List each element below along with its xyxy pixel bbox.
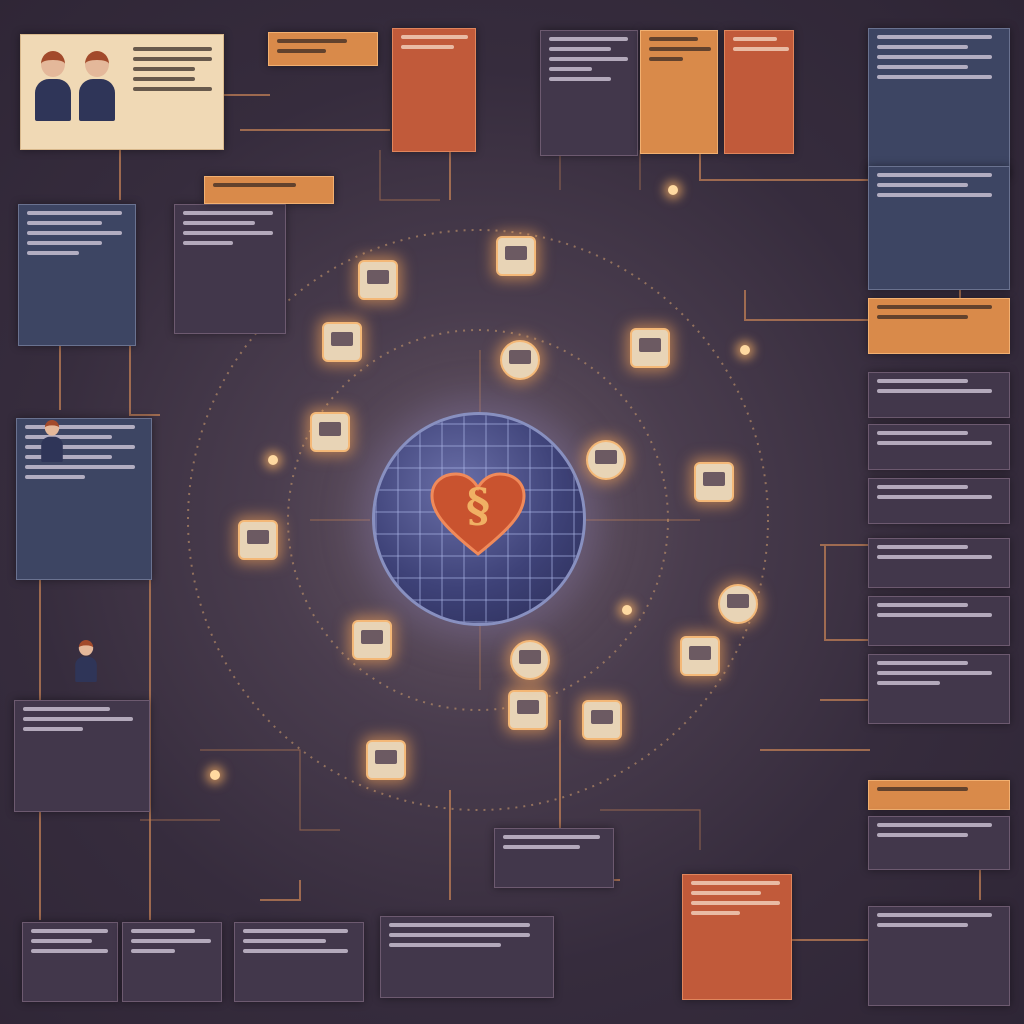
list-item <box>868 478 1010 524</box>
person-icon <box>77 51 117 121</box>
document-card <box>724 30 794 154</box>
app-window-icon <box>630 328 670 368</box>
app-window-icon <box>366 740 406 780</box>
header-tag <box>204 176 334 204</box>
text-panel <box>494 828 614 888</box>
document-card <box>392 28 476 152</box>
app-window-icon <box>680 636 720 676</box>
app-window-icon <box>582 700 622 740</box>
light-node <box>210 770 220 780</box>
profile-card <box>20 34 224 150</box>
app-window-icon <box>310 412 350 452</box>
header-tag <box>268 32 378 66</box>
text-panel <box>16 418 152 580</box>
text-panel <box>234 922 364 1002</box>
text-panel <box>868 298 1010 354</box>
app-window-icon <box>694 462 734 502</box>
text-panel <box>18 204 136 346</box>
light-node <box>740 345 750 355</box>
text-panel <box>640 30 718 154</box>
window-panel <box>868 166 1010 290</box>
person-icon <box>33 51 73 121</box>
app-window-icon <box>718 584 758 624</box>
app-window-icon <box>322 322 362 362</box>
list-item <box>868 538 1010 588</box>
app-window-icon <box>586 440 626 480</box>
list-item <box>868 596 1010 646</box>
light-node <box>622 605 632 615</box>
text-panel <box>22 922 118 1002</box>
text-panel <box>868 816 1010 870</box>
list-item <box>868 654 1010 724</box>
light-node <box>268 455 278 465</box>
text-panel <box>122 922 222 1002</box>
header-tag <box>868 780 1010 810</box>
emblem-icon: § <box>465 478 491 532</box>
app-window-icon <box>496 236 536 276</box>
app-window-icon <box>510 640 550 680</box>
text-panel <box>14 700 150 812</box>
light-node <box>668 185 678 195</box>
person-icon <box>74 640 98 682</box>
heart-icon <box>430 472 526 556</box>
app-window-icon <box>500 340 540 380</box>
document-card <box>682 874 792 1000</box>
text-panel <box>174 204 286 334</box>
list-item <box>868 424 1010 470</box>
text-panel <box>380 916 554 998</box>
app-window-icon <box>508 690 548 730</box>
text-panel <box>540 30 638 156</box>
window-panel <box>868 906 1010 1006</box>
app-window-icon <box>358 260 398 300</box>
app-window-icon <box>238 520 278 560</box>
app-window-icon <box>352 620 392 660</box>
list-item <box>868 372 1010 418</box>
person-icon <box>40 420 64 462</box>
window-panel <box>868 28 1010 178</box>
